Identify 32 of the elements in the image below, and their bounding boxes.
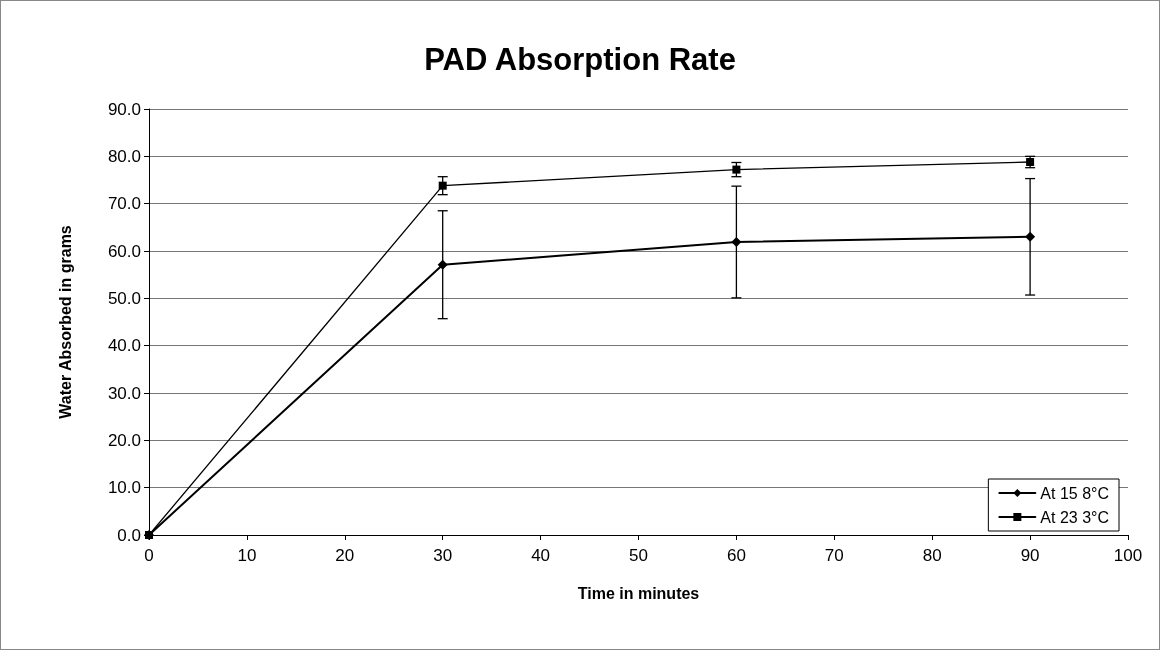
point [438,181,447,190]
x-tick-label: 50 [629,546,648,565]
x-axis-title: Time in minutes [577,584,700,602]
x-tick-label: 10 [237,546,257,565]
point [145,531,153,539]
x-tick-label: 0 [144,546,154,565]
chart-title: PAD Absorption Rate [424,42,736,77]
point [437,259,448,270]
x-tick-label: 40 [531,546,551,565]
y-tick-label: 30.0 [107,383,141,403]
x-tick-label: 70 [824,546,844,565]
y-axis-title: Water Absorbed in grams [56,225,74,419]
point [731,237,742,248]
x-tick-label: 100 [1113,546,1143,565]
x-tick-label: 30 [433,546,453,565]
y-tick-label: 20.0 [107,430,141,450]
y-tick-label: 50.0 [107,288,141,308]
y-tick-label: 80.0 [107,146,141,166]
y-tick-label: 60.0 [107,241,141,261]
y-tick-label: 10.0 [107,478,141,498]
y-tick-label: 40.0 [107,336,141,356]
y-tick-label: 70.0 [107,194,141,214]
x-tick-label: 80 [922,546,942,565]
point [732,165,741,174]
legend-label: At 23 3°C [1040,508,1109,526]
y-tick-label: 90.0 [107,99,141,119]
x-tick-label: 60 [726,546,746,565]
y-tick-label: 0.0 [117,525,141,545]
legend-label: At 15 8°C [1040,484,1109,502]
point [1025,231,1036,242]
x-tick-label: 20 [335,546,355,565]
x-tick-label: 90 [1020,546,1040,565]
